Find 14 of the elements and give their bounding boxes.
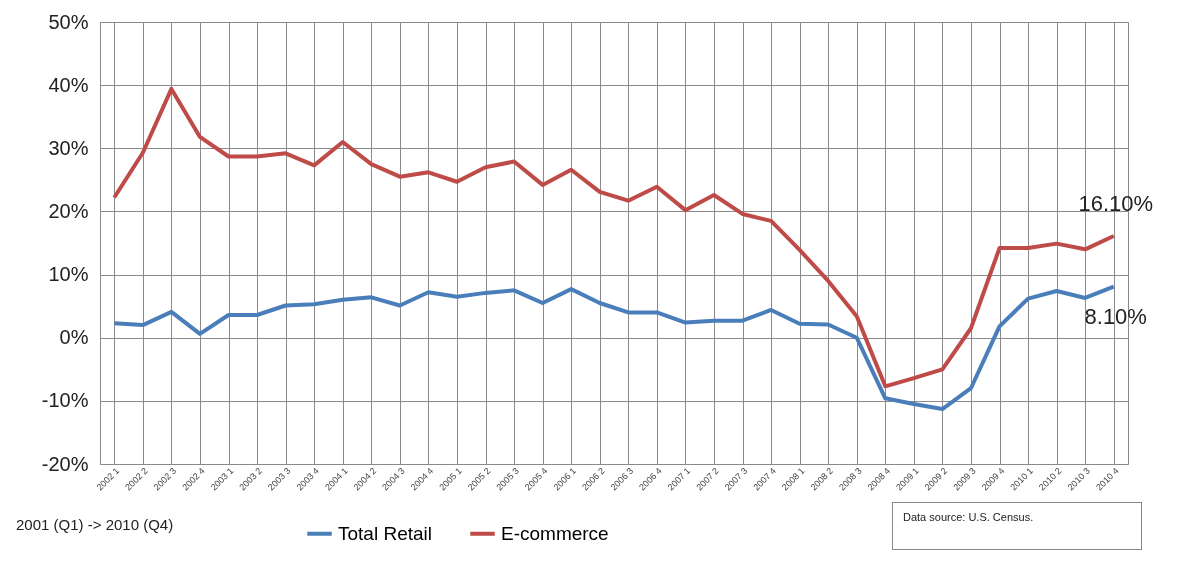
text: 2001 (Q1) -> 2010 (Q4) (16, 516, 174, 533)
legend-label: Total Retail (338, 522, 432, 544)
annotation: 16.10% (1078, 191, 1154, 217)
y-tick-label: -20% (41, 452, 89, 475)
legend-label: E-commerce (501, 522, 609, 544)
y-tick-label: -10% (41, 389, 89, 412)
source-note: Data source: U.S. Census. (892, 502, 1142, 550)
y-tick-label: 0% (59, 326, 89, 349)
y-tick-label: 20% (48, 199, 89, 222)
y-tick-label: 50% (48, 10, 89, 33)
y-tick-label: 10% (48, 263, 89, 286)
y-tick-label: 40% (48, 73, 89, 96)
y-tick-label: 30% (48, 136, 89, 159)
annotation: 8.10% (1084, 303, 1147, 329)
